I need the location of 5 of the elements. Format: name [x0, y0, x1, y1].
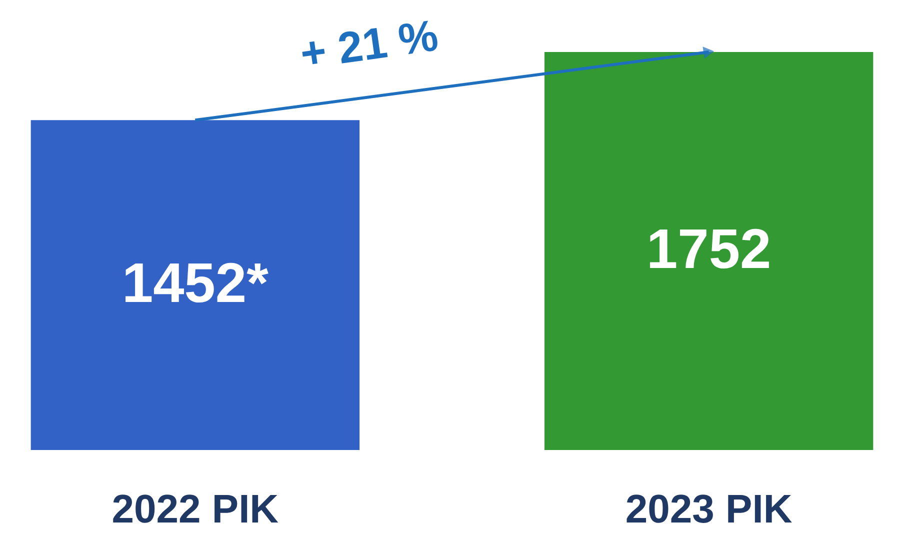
data-label: 1452* — [122, 251, 269, 314]
annotation: + 21 % — [297, 11, 442, 79]
data-label: 1752 — [646, 217, 772, 280]
x-tick-label: 2023 PIK — [625, 488, 792, 532]
x-tick-label: 2022 PIK — [112, 488, 279, 532]
